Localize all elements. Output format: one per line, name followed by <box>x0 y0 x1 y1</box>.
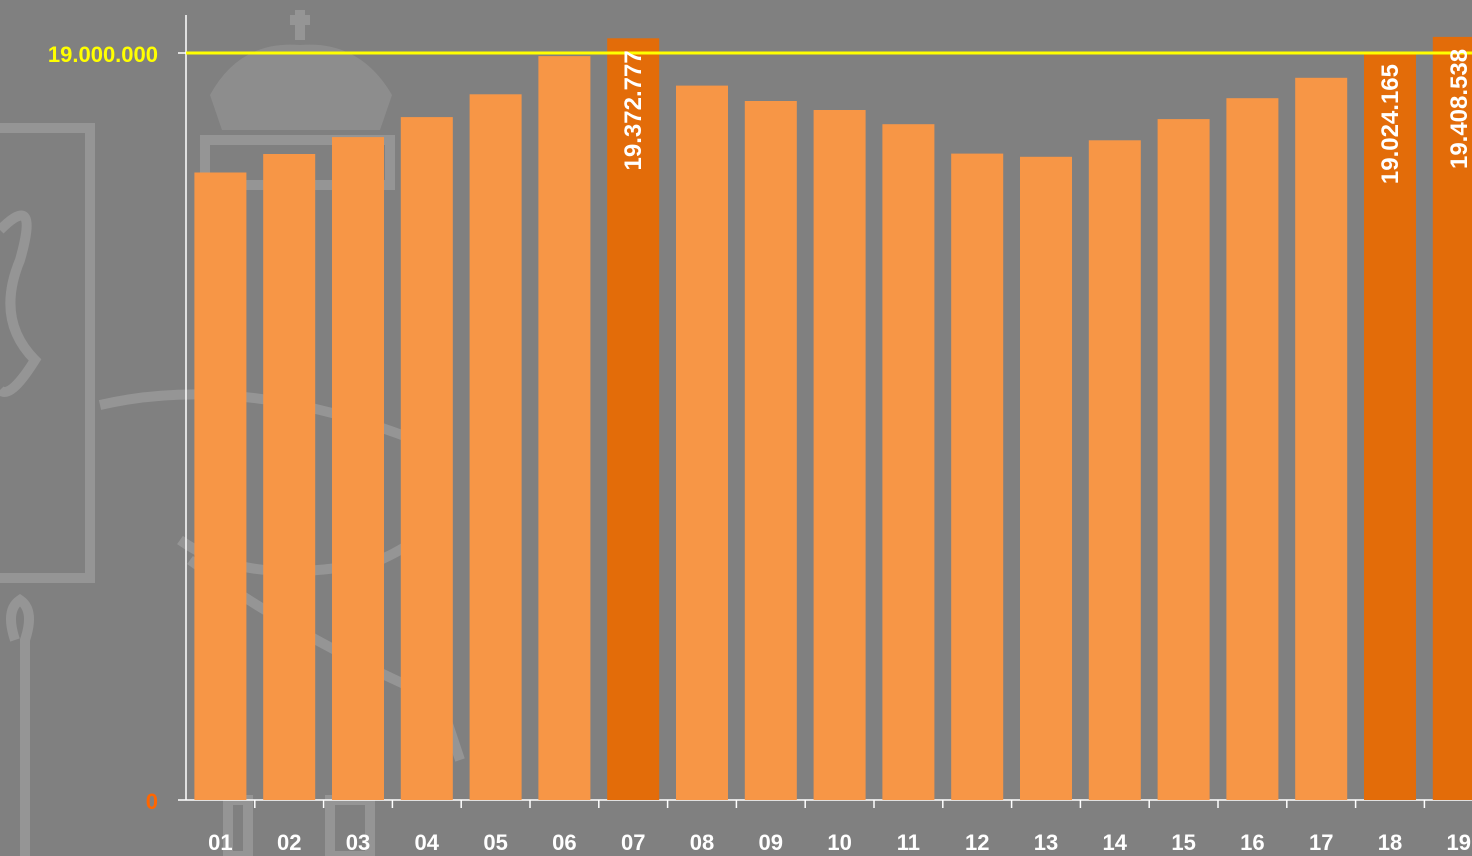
bar-19 <box>1432 36 1472 800</box>
bar-04 <box>400 117 453 801</box>
data-label-19: 19.408.538 <box>1446 49 1472 169</box>
bar-16 <box>1226 98 1279 800</box>
x-tick-label-19: 19 <box>1447 830 1471 855</box>
x-ticks-group <box>254 800 1426 808</box>
x-tick-label-16: 16 <box>1240 830 1264 855</box>
x-tick-label-01: 01 <box>208 830 232 855</box>
x-tick-label-14: 14 <box>1103 830 1128 855</box>
bar-03 <box>332 137 384 801</box>
x-tick-labels-group: 01 02 03 04 05 06 07 08 09 10 11 12 13 14 15 16 17 18 19 <box>208 830 1471 855</box>
bar-12 <box>951 153 1004 801</box>
x-tick-label-17: 17 <box>1309 830 1333 855</box>
x-tick-label-10: 10 <box>827 830 851 855</box>
x-tick-label-13: 13 <box>1034 830 1058 855</box>
x-tick-label-05: 05 <box>483 830 507 855</box>
x-tick-label-07: 07 <box>621 830 645 855</box>
x-tick-label-03: 03 <box>346 830 370 855</box>
data-label-07: 19.372.777 <box>620 50 647 170</box>
x-tick-label-08: 08 <box>690 830 714 855</box>
bars-group <box>194 36 1472 801</box>
x-tick-label-15: 15 <box>1171 830 1195 855</box>
x-tick-label-06: 06 <box>552 830 576 855</box>
bar-17 <box>1295 77 1348 801</box>
x-tick-label-18: 18 <box>1378 830 1402 855</box>
bar-13 <box>1020 156 1072 801</box>
y-tick-label-max: 19.000.000 <box>48 42 158 67</box>
x-tick-label-12: 12 <box>965 830 989 855</box>
bar-06 <box>538 56 591 801</box>
bar-09 <box>744 101 797 800</box>
bar-11 <box>882 124 935 800</box>
data-label-18: 19.024.165 <box>1377 64 1404 184</box>
x-tick-label-02: 02 <box>277 830 301 855</box>
y-tick-label-zero: 0 <box>146 789 158 814</box>
bar-05 <box>469 94 522 801</box>
bar-14 <box>1088 140 1141 801</box>
bar-07 <box>607 38 660 801</box>
bar-02 <box>263 154 316 800</box>
x-tick-label-11: 11 <box>897 830 920 855</box>
bar-10 <box>813 110 866 800</box>
x-tick-label-09: 09 <box>759 830 783 855</box>
bar-18 <box>1364 52 1416 800</box>
x-tick-label-04: 04 <box>415 830 440 855</box>
bar-08 <box>676 85 728 801</box>
bar-15 <box>1157 119 1210 801</box>
data-labels-group: 19.372.777 19.024.165 19.408.538 <box>620 49 1472 184</box>
bar-01 <box>194 172 247 800</box>
